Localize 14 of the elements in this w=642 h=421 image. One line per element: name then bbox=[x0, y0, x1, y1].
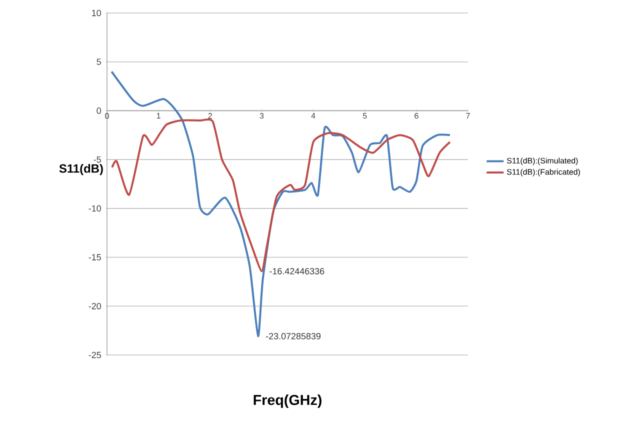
annotation: -16.42446336 bbox=[270, 268, 324, 274]
y-tick-label: 5 bbox=[96, 58, 101, 65]
y-tick-label: 0 bbox=[96, 108, 102, 114]
y-axis-title: S11(dB) bbox=[59, 164, 103, 176]
y-tick-label: -25 bbox=[88, 352, 101, 358]
y-tick-label: -10 bbox=[88, 205, 102, 212]
line-series bbox=[110, 70, 451, 338]
y-tick-label: -15 bbox=[88, 254, 101, 260]
annotation: -23.07285839 bbox=[266, 332, 321, 340]
y-tick-label: -20 bbox=[88, 302, 102, 310]
line-series bbox=[111, 118, 451, 272]
y-tick-label: -5 bbox=[94, 156, 101, 163]
y-tick-label: 10 bbox=[92, 10, 102, 16]
x-axis-title: Freq(GHz) bbox=[254, 394, 322, 408]
